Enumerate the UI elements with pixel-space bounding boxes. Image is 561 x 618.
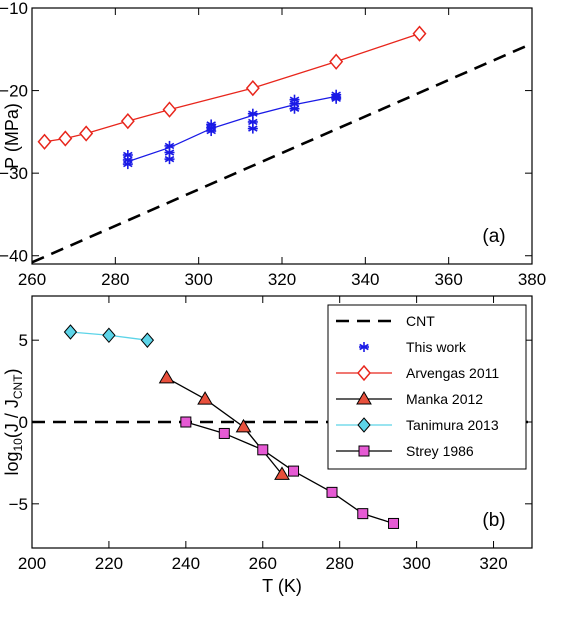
x-tick-label: 280 — [326, 554, 354, 573]
x-tick-label: 380 — [518, 270, 546, 289]
legend-marker — [356, 391, 372, 405]
data-point — [247, 123, 258, 134]
data-point — [102, 327, 116, 344]
x-tick-label: 300 — [184, 270, 212, 289]
series-manka-2012 — [158, 369, 290, 480]
legend-entry: CNT — [336, 313, 435, 329]
legend-entry: Strey 1986 — [336, 443, 474, 459]
y-tick-label: −20 — [0, 82, 28, 101]
y-tick-label: −30 — [0, 164, 28, 183]
y-axis-label: P (MPa) — [2, 103, 22, 169]
x-tick-label: 320 — [479, 554, 507, 573]
legend-entry: Tanimura 2013 — [336, 417, 499, 433]
y-tick-label: 5 — [19, 331, 28, 350]
x-tick-label: 200 — [18, 554, 46, 573]
legend-label: Strey 1986 — [406, 443, 474, 459]
data-point — [412, 25, 427, 42]
data-point — [357, 508, 369, 520]
data-point — [289, 103, 300, 114]
data-point — [158, 369, 175, 384]
data-point — [331, 93, 342, 104]
data-point — [140, 332, 155, 348]
legend-marker — [358, 445, 370, 457]
plot-area — [32, 25, 532, 264]
legend: CNT This work Arvengas 2011 Manka 2012 Tanim… — [327, 304, 527, 470]
legend-box — [327, 304, 527, 470]
legend-entry: Arvengas 2011 — [336, 364, 499, 382]
data-point — [164, 154, 175, 165]
series-strey-1986 — [180, 416, 400, 529]
series-line — [44, 32, 420, 143]
data-point — [235, 418, 252, 433]
legend-marker — [357, 364, 371, 382]
data-point — [206, 126, 217, 137]
x-tick-label: 280 — [101, 270, 129, 289]
x-tick-label: 320 — [268, 270, 296, 289]
data-point — [329, 53, 344, 70]
plot-frame — [31, 7, 533, 265]
legend-marker — [357, 417, 371, 433]
legend-marker — [359, 342, 369, 352]
legend-label: Arvengas 2011 — [406, 365, 499, 381]
data-point — [274, 466, 290, 480]
series-line — [32, 42, 532, 264]
legend-label: Manka 2012 — [406, 391, 483, 407]
panel-label: (a) — [482, 226, 505, 247]
chart-panel-a: 260 280 300 320 340 360 380 −40 −30 −20 −10 (a) P (M… — [0, 0, 546, 289]
x-tick-label: 260 — [18, 270, 46, 289]
y-axis-label: log10(J / JCNT) — [2, 368, 25, 475]
plot-area — [32, 324, 532, 529]
data-point — [388, 517, 400, 529]
series-this-work — [122, 89, 342, 170]
data-point — [79, 125, 94, 142]
series-tanimura-2013 — [63, 324, 155, 348]
y-tick-label: −10 — [0, 0, 28, 18]
legend-entry: This work — [359, 339, 467, 355]
data-point — [63, 324, 78, 340]
data-point — [245, 79, 260, 97]
data-point — [180, 416, 192, 428]
data-point — [288, 465, 300, 477]
data-point — [122, 159, 133, 170]
legend-label: Tanimura 2013 — [406, 417, 499, 433]
x-tick-label: 340 — [351, 270, 379, 289]
x-tick-label: 260 — [249, 554, 277, 573]
y-tick-label: −40 — [0, 247, 28, 266]
chart-panel-b: 200 220 240 260 280 300 320 −5 0 5 (b) T (K) log10(J… — [2, 295, 533, 596]
panel-label: (b) — [482, 510, 505, 531]
x-tick-label: 300 — [402, 554, 430, 573]
x-tick-label: 240 — [172, 554, 200, 573]
legend-label: This work — [406, 339, 467, 355]
data-point — [257, 444, 269, 456]
x-tick-label: 360 — [434, 270, 462, 289]
data-point — [37, 133, 52, 150]
x-axis-label: T (K) — [262, 576, 302, 596]
data-point — [162, 101, 177, 118]
x-tick-label: 220 — [95, 554, 123, 573]
data-point — [197, 391, 213, 405]
series-arvengas-2011 — [37, 25, 427, 150]
series-cnt — [32, 42, 532, 264]
series-line — [127, 95, 337, 163]
y-tick-label: 0 — [19, 413, 28, 432]
data-point — [326, 486, 338, 498]
data-point — [58, 130, 73, 147]
data-point — [120, 112, 135, 130]
y-tick-label: −5 — [9, 495, 28, 514]
legend-entry: Manka 2012 — [336, 391, 483, 407]
data-point — [218, 427, 230, 439]
legend-label: CNT — [406, 313, 435, 329]
